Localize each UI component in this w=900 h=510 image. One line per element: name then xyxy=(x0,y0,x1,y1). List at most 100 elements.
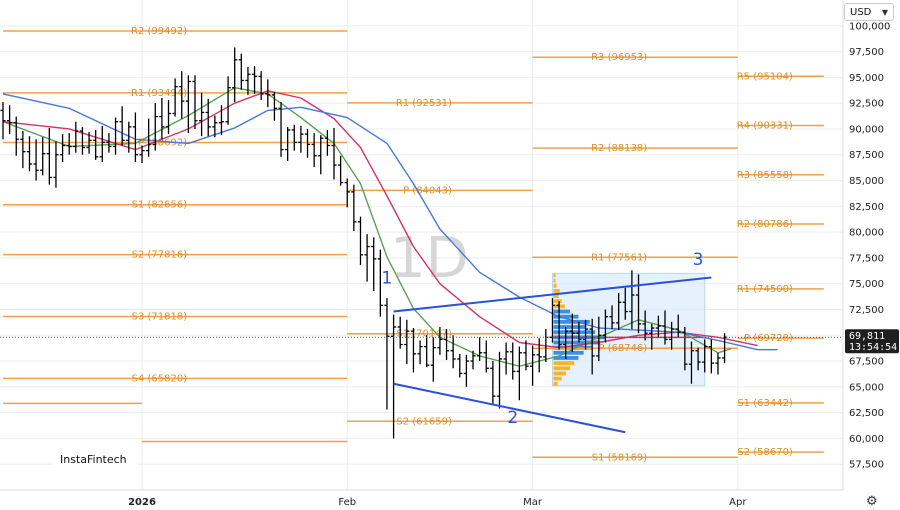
ohlc-bar xyxy=(377,249,383,317)
ohlc-bar xyxy=(516,346,522,401)
pivot-label: S2 (58670) xyxy=(737,447,793,458)
time-tick-label: Feb xyxy=(338,497,356,508)
price-tick-label: 72,500 xyxy=(849,305,884,316)
ohlc-bar xyxy=(530,345,536,386)
ohlc-bar xyxy=(7,105,13,135)
ohlc-bar xyxy=(589,318,595,375)
ohlc-bar xyxy=(688,341,695,384)
price-tick-label: 62,500 xyxy=(849,408,884,419)
pivot-label: R1 (77561) xyxy=(591,252,647,263)
ohlc-bar xyxy=(298,125,304,153)
ohlc-bar xyxy=(364,234,370,282)
ohlc-bar xyxy=(682,327,688,371)
ohlc-bar xyxy=(265,79,271,108)
pivot-label: S3 (71818) xyxy=(132,312,188,323)
ohlc-bar xyxy=(66,133,72,155)
ohlc-bar xyxy=(390,314,397,439)
profile-bar xyxy=(553,325,586,329)
ohlc-bar xyxy=(384,298,390,410)
ohlc-bar xyxy=(642,310,648,341)
ma_mid-line xyxy=(2,90,758,349)
pivot-label: P (88692) xyxy=(138,137,187,148)
ohlc-bar xyxy=(278,102,284,157)
settings-icon[interactable]: ⚙ xyxy=(866,494,878,509)
price-tick-label: 95,000 xyxy=(849,73,884,84)
grid-lines xyxy=(0,0,843,490)
price-tick-label: 92,500 xyxy=(849,99,884,110)
ohlc-bar xyxy=(635,274,642,334)
ohlc-bar xyxy=(708,339,714,374)
profile-bar xyxy=(553,273,556,278)
ohlc-bar xyxy=(179,71,185,119)
time-axis[interactable]: 2026 Feb Mar Apr xyxy=(0,489,843,508)
current-price-value: 69,811 xyxy=(849,331,885,342)
ohlc-bar xyxy=(59,134,66,162)
currency-select[interactable]: USD ▼ xyxy=(844,3,894,21)
ohlc-bar xyxy=(112,117,119,155)
channel-lines[interactable] xyxy=(393,276,712,434)
ohlc-bar xyxy=(324,129,330,156)
profile-bar xyxy=(553,376,562,381)
price-tick-label: 60,000 xyxy=(849,434,884,445)
ohlc-bar xyxy=(338,155,344,186)
ohlc-bar xyxy=(238,53,244,90)
ohlc-bar xyxy=(397,316,403,349)
ohlc-bar xyxy=(212,115,218,138)
ohlc-bar xyxy=(159,98,165,140)
ohlc-bar xyxy=(331,127,337,180)
ohlc-bar xyxy=(285,126,291,161)
ohlc-bars xyxy=(0,47,728,439)
ohlc-bar xyxy=(132,112,138,162)
ohlc-bar xyxy=(563,327,569,359)
profile-bar xyxy=(553,366,571,371)
ohlc-bar xyxy=(185,75,191,134)
profile-bar xyxy=(553,299,562,304)
price-tick-label: 75,000 xyxy=(849,279,884,290)
pivot-label: R2 (88138) xyxy=(591,143,647,154)
ohlc-bar xyxy=(576,321,582,343)
price-axis[interactable]: 57,50060,00062,50065,00067,50070,00072,5… xyxy=(842,0,890,490)
ohlc-bar xyxy=(311,133,317,168)
price-tick-label: 82,500 xyxy=(849,202,884,213)
ohlc-bar xyxy=(357,216,364,266)
ohlc-bar xyxy=(205,99,211,137)
time-tick-label: Mar xyxy=(523,497,543,508)
ohlc-bar xyxy=(245,67,251,95)
ohlc-bar xyxy=(192,75,198,129)
ohlc-bar xyxy=(655,315,661,338)
ohlc-bar xyxy=(26,136,33,172)
ohlc-bar xyxy=(258,71,264,101)
profile-bar xyxy=(553,361,575,366)
ohlc-bar xyxy=(496,351,503,409)
ohlc-bar xyxy=(199,92,205,137)
pivot-label: R3 (96953) xyxy=(591,52,647,63)
ohlc-bar xyxy=(20,131,26,169)
wave-label: 1 xyxy=(382,269,393,289)
ohlc-bar xyxy=(470,350,476,370)
ohlc-bar xyxy=(106,133,112,153)
ohlc-bar xyxy=(477,337,483,362)
ohlc-bar xyxy=(582,319,589,350)
ohlc-bar xyxy=(218,105,225,136)
pivot-label: P (69728) xyxy=(744,333,793,344)
channel-line xyxy=(393,276,712,313)
pivot-label: S1 (70147) xyxy=(396,329,452,340)
price-tick-label: 57,500 xyxy=(849,460,884,471)
current-price-tag: 69,811 13:54:54 xyxy=(845,329,899,354)
ohlc-bar xyxy=(503,342,509,375)
ohlc-bar xyxy=(536,338,542,373)
chevron-down-icon: ▼ xyxy=(881,7,888,17)
ohlc-bar xyxy=(119,106,125,146)
ohlc-bar xyxy=(146,118,152,157)
pivot-label: S2 (77816) xyxy=(132,250,188,261)
profile-bar xyxy=(553,309,571,314)
wave-label: 3 xyxy=(693,250,704,270)
price-tick-label: 87,500 xyxy=(849,150,884,161)
profile-bar xyxy=(553,289,560,293)
ohlc-bar xyxy=(596,316,602,362)
price-tick-label: 65,000 xyxy=(849,382,884,393)
ohlc-bar xyxy=(86,132,92,154)
profile-bar xyxy=(553,330,596,335)
ohlc-bar xyxy=(450,335,456,369)
